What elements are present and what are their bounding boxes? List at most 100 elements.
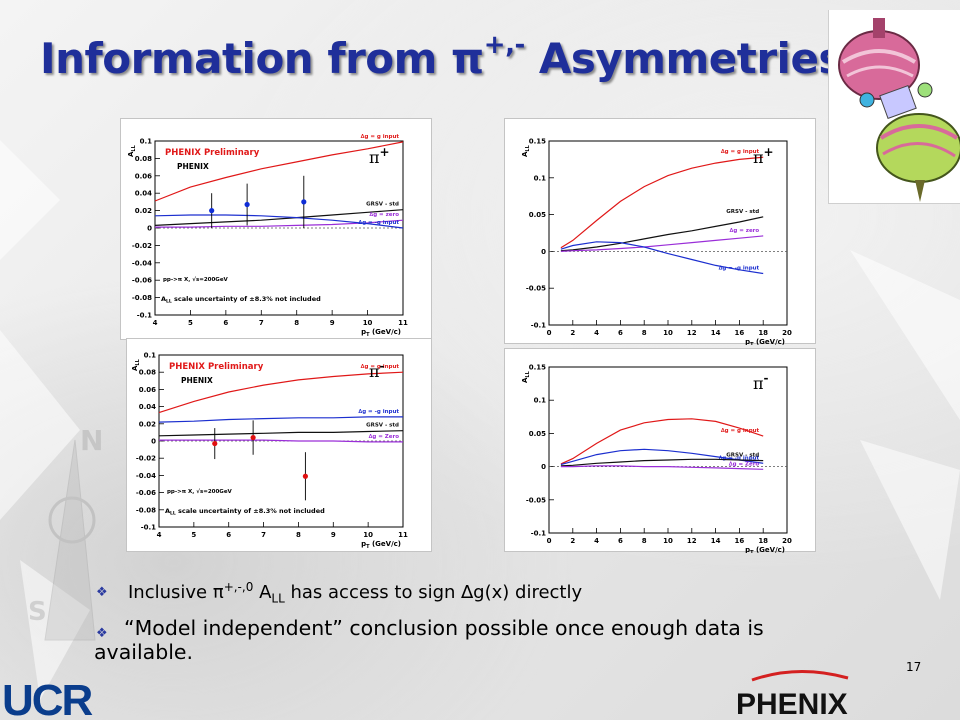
- particle-label: π+: [369, 145, 390, 167]
- bullet-item-2: ❖ “Model independent” conclusion possibl…: [94, 616, 856, 664]
- series-line: [560, 241, 764, 275]
- series-line: [158, 416, 403, 423]
- y-tick-label: 0.04: [135, 190, 152, 198]
- ucr-logo: UCR: [2, 676, 93, 720]
- y-tick-label: -0.1: [137, 312, 152, 320]
- x-tick-label: 8: [296, 531, 301, 539]
- y-tick-label: -0.04: [136, 472, 156, 480]
- y-tick-label: 0.15: [529, 364, 546, 372]
- x-tick-label: 2: [570, 537, 575, 545]
- x-axis-label: pT (GeV/c): [361, 328, 401, 338]
- series-line: [560, 418, 764, 465]
- process-label: pp->π X, √s=200GeV: [167, 488, 233, 495]
- x-tick-label: 10: [663, 537, 673, 545]
- x-tick-label: 16: [735, 329, 745, 337]
- bullet-diamond-icon: ❖: [96, 585, 108, 600]
- x-axis-label: pT (GeV/c): [745, 338, 785, 345]
- series-line: [560, 448, 764, 466]
- x-tick-label: 4: [594, 537, 599, 545]
- chart-svg: -0.1 -0.05 0 0.05 0.1 0.15 0 2 4 6 8 10 12 14 16 18 20pT…: [521, 138, 792, 346]
- series-line: [560, 465, 764, 470]
- y-tick-label: -0.06: [132, 277, 152, 285]
- series-label: GRSV - std: [366, 202, 399, 208]
- x-tick-label: 6: [223, 319, 228, 327]
- y-tick-label: 0.15: [529, 138, 546, 146]
- slide-title: Information from π+,- Asymmetries: [40, 30, 844, 83]
- y-tick-label: -0.08: [132, 294, 152, 302]
- series-label: ∆g = -g input: [719, 265, 760, 271]
- x-tick-label: 4: [157, 531, 162, 539]
- x-tick-label: 18: [758, 537, 768, 545]
- series-label: ∆g = g input: [361, 134, 400, 140]
- x-tick-label: 12: [687, 537, 697, 545]
- chart-svg: -0.1 -0.08 -0.06 -0.04 -0.02 0 0.02 0.04 0.06 0.0…: [131, 352, 408, 551]
- process-label: pp->π X, √s=200GeV: [163, 276, 229, 283]
- x-tick-label: 11: [398, 319, 408, 327]
- y-tick-label: 0.02: [139, 420, 156, 428]
- y-tick-label: 0.05: [529, 211, 546, 219]
- plot-frame: [548, 366, 788, 534]
- x-tick-label: 8: [294, 319, 299, 327]
- series-label: ∆g = zero: [369, 212, 399, 218]
- series-line: [154, 141, 404, 202]
- chart-svg: -0.1 -0.08 -0.06 -0.04 -0.02 0 0.02 0.04 0.06 0.0…: [127, 134, 408, 338]
- chart-header: PHENIX Preliminary: [169, 362, 264, 372]
- series-line: [560, 156, 764, 249]
- x-tick-label: 7: [259, 319, 264, 327]
- x-tick-label: 4: [153, 319, 158, 327]
- y-tick-label: 0.05: [529, 430, 546, 438]
- y-tick-label: 0.1: [534, 397, 547, 405]
- y-tick-label: -0.05: [526, 285, 546, 293]
- x-tick-label: 14: [711, 329, 721, 337]
- y-tick-label: 0.08: [139, 369, 156, 377]
- series-label: ∆g = -g input: [719, 455, 760, 461]
- series-line: [560, 458, 764, 467]
- x-tick-label: 20: [782, 329, 792, 337]
- series-line: [560, 216, 764, 252]
- x-tick-label: 14: [711, 537, 721, 545]
- x-tick-label: 5: [191, 531, 196, 539]
- data-point: [212, 440, 218, 447]
- data-point: [301, 199, 307, 205]
- scale-uncertainty-note: ALL scale uncertainty of ±8.3% not inclu…: [165, 507, 325, 517]
- bullet-list: ❖ Inclusive π+,-,0 ALL has access to sig…: [94, 580, 856, 664]
- x-tick-label: 9: [330, 319, 335, 327]
- x-tick-label: 18: [758, 329, 768, 337]
- y-tick-label: 0.1: [144, 352, 157, 360]
- series-label: ∆g = g input: [721, 428, 760, 434]
- title-text-end: Asymmetries: [524, 34, 844, 83]
- x-tick-label: 16: [735, 537, 745, 545]
- bullet-text-1: Inclusive π+,-,0 ALL has access to sign …: [128, 580, 583, 606]
- y-tick-label: 0.04: [139, 403, 156, 411]
- x-tick-label: 9: [331, 531, 336, 539]
- phenix-logo-swoosh: [751, 670, 849, 682]
- x-tick-label: 20: [782, 537, 792, 545]
- y-tick-label: -0.08: [136, 506, 156, 514]
- x-tick-label: 12: [687, 329, 697, 337]
- chart-panel-top-right: -0.1 -0.05 0 0.05 0.1 0.15 0 2 4 6 8 10 12 14 16 18 20 pT…: [504, 118, 816, 346]
- series-label: ∆g = Zero: [729, 461, 760, 467]
- x-axis-label: pT (GeV/c): [361, 540, 401, 550]
- phenix-small-logo: PHENIX: [181, 376, 213, 385]
- phenix-small-logo: PHENIX: [177, 162, 209, 171]
- series-line: [154, 214, 404, 229]
- x-tick-label: 0: [547, 537, 552, 545]
- data-point: [244, 201, 250, 208]
- y-axis-label: ALL: [131, 358, 141, 371]
- chart-panel-bottom-right: -0.1 -0.05 0 0.05 0.1 0.15 0 2 4 6 8 10 12 14 16 18 20 pT…: [504, 348, 816, 553]
- series-line: [159, 439, 403, 443]
- bullet-diamond-icon: ❖: [96, 625, 108, 641]
- y-tick-label: -0.1: [141, 524, 156, 532]
- y-tick-label: -0.1: [531, 322, 546, 330]
- series-line: [154, 209, 404, 226]
- x-tick-label: 2: [570, 329, 575, 337]
- phenix-footer-logo: PHENIX: [736, 670, 849, 720]
- y-tick-label: 0: [147, 225, 152, 233]
- x-tick-label: 7: [261, 531, 266, 539]
- y-tick-label: 0: [151, 438, 156, 446]
- phenix-logo-text: PHENIX: [736, 688, 848, 720]
- data-point: [302, 473, 308, 479]
- series-label: ∆g = -g input: [358, 220, 399, 226]
- series-label: ∆g = zero: [730, 228, 760, 234]
- series-label: ∆g = -g input: [358, 409, 399, 415]
